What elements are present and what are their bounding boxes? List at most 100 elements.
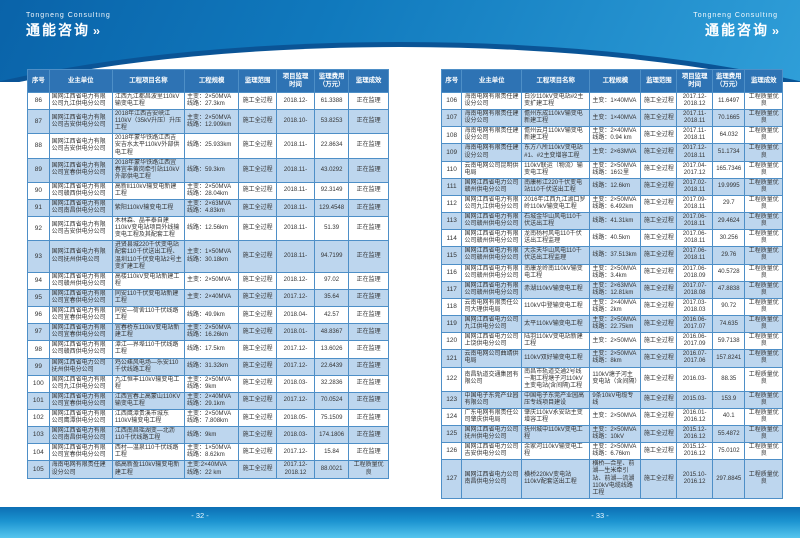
- cell-owner: 国网江西省电力有限公司赣西供电分公司: [48, 181, 113, 201]
- cell-project: 江西南昌瑶湖变—北沥110千伏线路工程: [111, 426, 186, 445]
- cell-fee: 88.0021: [313, 460, 350, 479]
- cell-owner: 海南电网有限责任建设分公司: [461, 91, 523, 111]
- table-row: 91 国网江西省电力有限公司南昌供电分公司 紫阳110kV输变电工程 主变：2×63M…: [27, 199, 389, 218]
- cell-result: 工程质量优良: [744, 177, 783, 196]
- col-scale: 工程规模: [589, 69, 642, 93]
- cell-no: 101: [27, 391, 50, 410]
- cell-scope: 施工全过程: [238, 157, 278, 183]
- table-row: 114 国网江西省电力有限公司赣州供电分公司 龙南杨村风电110千伏送出工程监理 线路…: [440, 229, 783, 248]
- cell-scale: 9条10kV电缆专线: [589, 390, 642, 409]
- cell-project: 江西宜春上高蒙山110KV输变电工程: [111, 391, 186, 410]
- cell-period: 2017.11- 2018.11: [676, 126, 714, 145]
- table-row: 113 国网江西省电力有限公司赣州供电分公司 石城金华山风电110千伏送出工程 线路：…: [440, 212, 783, 231]
- cell-owner: 广东电网有限责任公司肇庆供电局: [461, 407, 523, 427]
- col-serial: 序号: [27, 69, 50, 93]
- cell-project: 110kV中登输变电工程: [521, 297, 591, 317]
- cell-period: 2016.01- 2016.12: [676, 407, 714, 427]
- cell-owner: 海南电网有限责任建设分公司: [461, 143, 523, 162]
- cell-scope: 施工全过程: [238, 443, 278, 462]
- cell-fee: 30.256: [712, 229, 746, 248]
- table-row: 108 海南电网有限责任建设分公司 儋州云月110kV输变电新建工程 主变：2×40M…: [440, 126, 783, 145]
- cell-period: 2018.04-: [276, 306, 315, 325]
- cell-no: 127: [440, 459, 463, 499]
- col-owner: 业主单位: [48, 69, 113, 93]
- chevron-right-icon: ››: [93, 24, 100, 38]
- cell-result: 正在监理: [348, 374, 389, 393]
- brand-chinese-text: 通能咨询: [705, 22, 769, 38]
- cell-scope: 施工全过程: [640, 280, 678, 299]
- cell-owner: 国网江西省电力有限公司宜春供电分公司: [48, 391, 113, 410]
- cell-period: 2016.06- 2017.09: [676, 332, 714, 351]
- cell-scale: 主变：2×50MVA 线路：28.04km: [184, 181, 240, 201]
- cell-scope: 施工全过程: [640, 366, 678, 392]
- table-row: 110 云南电网公司昆明供电局 110kV联运（物流）输变电工程 主变：2×50MVA…: [440, 160, 783, 179]
- cell-period: 2017.11- 2018.11: [676, 109, 714, 128]
- cell-scale: 横桥—合星、前湖—生米牵引站、前湖—流湖110kV电缆线路工程: [589, 459, 642, 499]
- cell-result: 工程质量优良: [744, 229, 783, 248]
- cell-result: 工程质量优良: [744, 143, 783, 162]
- cell-project: 110kV联运（物流）输变电工程: [521, 160, 591, 179]
- table-row: 124 广东电网有限责任公司肇庆供电局 肇庆110kV永安站主变增容工程 主变：2×5…: [440, 407, 783, 427]
- cell-owner: 国网江西省电力有限公司宜春供电分公司: [48, 157, 113, 183]
- brand-chinese-text: 通能咨询: [26, 22, 90, 38]
- cell-project: 肇庆110kV永安站主变增容工程: [521, 407, 591, 427]
- cell-period: 2017.12-: [276, 288, 315, 308]
- cell-scale: 主变：2×63MVA: [589, 143, 642, 162]
- cell-period: 2017.12-: [276, 443, 315, 462]
- cell-no: 91: [27, 199, 50, 218]
- cell-period: 2017.03- 2018.03: [676, 297, 714, 317]
- table-row: 94 国网江西省电力有限公司赣州供电分公司 高楼110kV变电站新建工程 主变：2×5…: [27, 271, 389, 290]
- cell-period: 2017.12- 2018.12: [276, 460, 315, 479]
- cell-no: 90: [27, 181, 50, 201]
- cell-result: 正在监理: [348, 91, 389, 111]
- cell-fee: 48.8367: [313, 323, 350, 342]
- cell-fee: 75.0102: [712, 442, 746, 461]
- cell-owner: 国网江西省电力公司抚州供电分公司: [48, 357, 113, 376]
- cell-fee: 29.76: [712, 246, 746, 265]
- cell-scope: 施工全过程: [640, 177, 678, 196]
- cell-period: 2018.11-: [276, 240, 315, 273]
- cell-no: 87: [27, 109, 50, 135]
- cell-result: 工程质量优良: [744, 263, 783, 282]
- brand-left: Tongneng Consulting 通能咨询 ››: [26, 12, 111, 40]
- cell-scale: 主变：1×50MVA 线路：8.62km: [184, 443, 240, 462]
- cell-period: 2017.04- 2017.12: [676, 160, 714, 179]
- cell-scale: 主变：2×40MVA 线路：29.1km: [184, 391, 240, 410]
- cell-fee: 165.7346: [712, 160, 746, 179]
- cell-result: 正在监理: [348, 288, 389, 308]
- cell-no: 115: [440, 246, 463, 265]
- cell-fee: 51.39: [313, 216, 350, 242]
- cell-owner: 国网江西省电力公司南昌供电分公司: [461, 459, 523, 499]
- cell-project: 江西九江都昌波里110kV输变电工程: [111, 91, 186, 111]
- cell-no: 114: [440, 229, 463, 248]
- col-fee: 监理费用 （万元）: [313, 69, 350, 93]
- cell-owner: 国网江西省电力公司赣州供电分公司: [461, 177, 523, 196]
- cell-result: 工程质量优良: [744, 459, 783, 499]
- table-row: 93 国网江西省电力有限公司抚州供电公司 进贤县城220千伏变电站配套110千伏送出…: [27, 240, 389, 273]
- cell-scale: 主变：2×63MVA 线路：4.83km: [184, 199, 240, 218]
- cell-project: 石城金华山风电110千伏送出工程: [521, 212, 591, 231]
- cell-scale: 主变：2×50MVA 线路：7.808km: [184, 408, 240, 428]
- cell-fee: 15.84: [313, 443, 350, 462]
- cell-period: 2018.11-: [276, 216, 315, 242]
- cell-scale: 线路：12.56km: [184, 216, 240, 242]
- cell-project: 西村—温泉110千伏线路工程: [111, 443, 186, 462]
- cell-owner: 国网江西省电力有限公司吉安供电分公司: [48, 133, 113, 159]
- cell-owner: 国网江西省电力有限公司抚州供电公司: [48, 240, 113, 273]
- cell-period: 2017.12-: [276, 357, 315, 376]
- cell-scope: 施工全过程: [238, 271, 278, 290]
- table-row: 123 中国电子东莞产业园有限公司 中国电子东莞产业园高压专线项目建设 9条10kV电…: [440, 390, 783, 409]
- cell-fee: 88.35: [712, 366, 746, 392]
- col-owner: 业主单位: [461, 69, 523, 93]
- cell-owner: 国网江西省电力有限公司宜春供电分公司: [48, 306, 113, 325]
- page-number-right: - 33 -: [591, 511, 609, 520]
- cell-period: 2018.03-: [276, 374, 315, 393]
- cell-scope: 施工全过程: [640, 212, 678, 231]
- cell-result: 正在监理: [348, 157, 389, 183]
- cell-scale: 110kV塘子河主变电站（含间隔）: [589, 366, 642, 392]
- cell-result: 正在监理: [348, 181, 389, 201]
- cell-project: 抚州城中110kV变电工程: [521, 425, 591, 444]
- cell-project: 宜春桥东110kV变电站新建工程: [111, 323, 186, 342]
- cell-period: 2017.09- 2018.11: [676, 194, 714, 214]
- cell-fee: 59.7138: [712, 332, 746, 351]
